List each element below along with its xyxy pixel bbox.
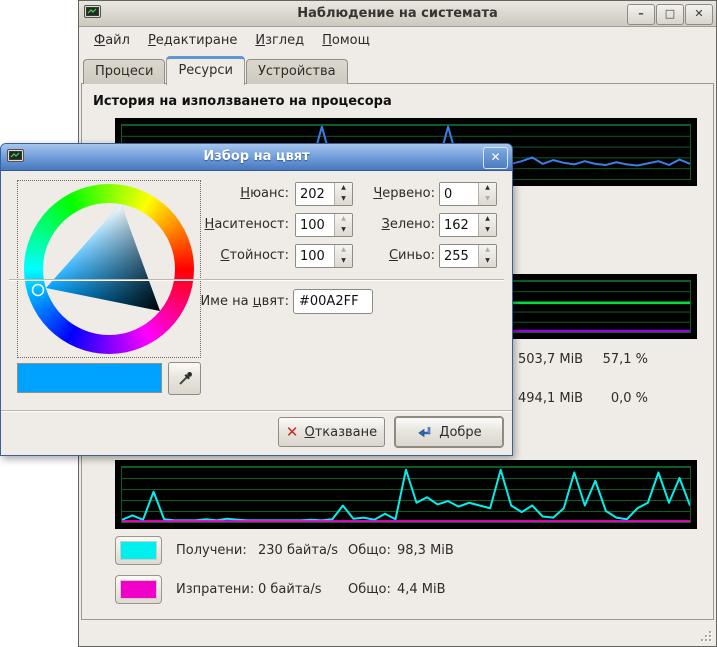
blue-input[interactable] [440,245,478,267]
menu-view[interactable]: Изглед [255,32,305,48]
green-increment[interactable]: ▲ [485,215,490,222]
hue-selector [31,283,45,297]
red-input[interactable] [440,183,478,205]
color-wheel[interactable] [17,180,201,358]
sent-rate: 0 байта/s [258,581,322,597]
menu-file[interactable]: Файл [94,32,130,48]
field-separator [9,279,504,280]
blue-decrement[interactable]: ▼ [485,257,490,264]
blue-label: Синьо: [388,248,435,263]
network-history-chart [115,460,697,529]
green-spinner[interactable]: ▲▼ [439,213,497,237]
received-color-button[interactable] [115,535,162,565]
window-title: Наблюдение на системата [297,6,498,21]
value-spinner[interactable]: ▲▼ [295,244,353,268]
cpu-history-heading: История на използването на процесора [93,94,392,109]
blue-spinner[interactable]: ▲▼ [439,244,497,268]
red-label: Червено: [373,186,435,201]
network-received-legend: Получени: 230 байта/s Общо: 98,3 MiB [115,535,454,565]
ok-enter-arrow-icon [418,426,431,437]
network-received-line [122,470,690,521]
dialog-close-button[interactable]: ✕ [483,147,508,169]
app-monitor-icon [84,5,101,18]
value-increment[interactable]: ▲ [341,246,346,253]
tab-resources[interactable]: Ресурси [166,56,245,85]
sent-total-label: Общо: [348,581,391,597]
tab-processes[interactable]: Процеси [83,59,166,84]
red-decrement[interactable]: ▼ [485,195,490,202]
saturation-value-triangle[interactable] [18,181,202,359]
minimize-button[interactable]: – [627,4,655,25]
swap-used-percent: 0,0 % [610,391,648,406]
value-decrement[interactable]: ▼ [341,257,346,264]
ok-button-label: Добре [439,424,482,440]
color-name-input[interactable] [293,289,373,314]
maximize-button[interactable]: □ [656,4,684,25]
red-spinner[interactable]: ▲▼ [439,182,497,206]
dialog-monitor-icon [7,149,24,162]
network-sent-legend: Изпратени: 0 байта/s Общо: 4,4 MiB [115,574,446,604]
menubar: Файл Редактиране Изглед Помощ [85,27,379,53]
hue-decrement[interactable]: ▼ [341,195,346,202]
saturation-input[interactable] [296,214,334,236]
green-label: Зелено: [381,217,435,232]
saturation-label: Наситеност: [204,217,289,232]
color-picker-dialog: Избор на цвят ✕ [0,143,513,456]
saturation-increment[interactable]: ▲ [341,215,346,222]
main-titlebar[interactable]: Наблюдение на системата – □ ✕ [79,1,716,27]
sent-color-button[interactable] [115,574,162,604]
hue-label: Нюанс: [240,186,289,201]
green-input[interactable] [440,214,478,236]
menu-help[interactable]: Помощ [322,32,370,48]
received-total: 98,3 MiB [397,542,454,558]
network-chart-grid [121,466,691,523]
value-input[interactable] [296,245,334,267]
hue-spinner[interactable]: ▲▼ [295,182,353,206]
menu-edit[interactable]: Редактиране [147,32,238,48]
memory-used-percent: 57,1 % [602,352,648,367]
dialog-titlebar[interactable]: Избор на цвят ✕ [1,144,512,171]
eyedropper-button[interactable] [168,362,201,395]
tab-devices[interactable]: Устройства [245,59,348,84]
value-label: Стойност: [220,248,289,263]
dialog-title: Избор на цвят [203,149,310,164]
close-button[interactable]: ✕ [685,4,713,25]
action-separator [1,410,512,411]
color-name-label: Име на цвят: [200,294,289,309]
received-rate: 230 байта/s [258,542,339,558]
memory-used-value: 503,7 MiB [518,352,584,367]
memory-used-row: 503,7 MiB 57,1 % [518,352,648,367]
cancel-x-icon: ✕ [285,422,299,441]
tab-strip: Процеси Ресурси Устройства [83,54,349,85]
received-color-swatch [120,540,157,560]
cancel-button-label: Отказване [304,424,378,440]
sent-total: 4,4 MiB [397,581,446,597]
eyedropper-icon [178,371,192,385]
sent-color-swatch [120,579,157,599]
red-increment[interactable]: ▲ [485,184,490,191]
swap-used-row: 494,1 MiB 0,0 % [518,391,648,406]
color-preview-swatch [17,363,162,393]
saturation-spinner[interactable]: ▲▼ [295,213,353,237]
swap-used-value: 494,1 MiB [518,391,584,406]
hue-input[interactable] [296,183,334,205]
resize-grip[interactable] [699,629,711,641]
hue-increment[interactable]: ▲ [341,184,346,191]
green-decrement[interactable]: ▼ [485,226,490,233]
received-total-label: Общо: [348,542,391,558]
blue-increment[interactable]: ▲ [485,246,490,253]
saturation-decrement[interactable]: ▼ [341,226,346,233]
received-label: Получени: [176,542,247,558]
ok-button[interactable]: Добре [395,417,503,447]
sent-label: Изпратени: [176,581,255,597]
cancel-button[interactable]: ✕ Отказване [278,417,385,447]
